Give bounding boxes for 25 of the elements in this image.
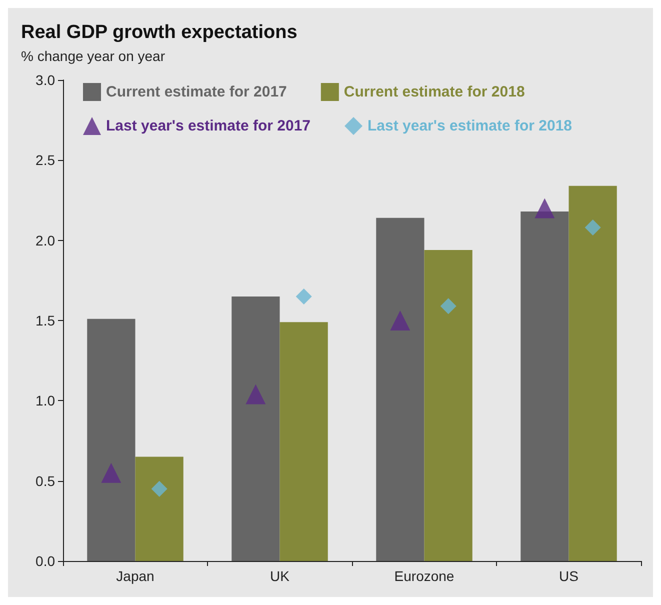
legend-label: Current estimate for 2018 bbox=[344, 84, 525, 100]
legend-label: Last year's estimate for 2018 bbox=[368, 118, 572, 134]
y-tick-label: 3.0 bbox=[36, 72, 56, 88]
chart-subtitle: % change year on year bbox=[21, 48, 166, 64]
y-tick-label: 2.0 bbox=[36, 232, 56, 248]
x-tick-label: US bbox=[559, 568, 578, 584]
bar bbox=[87, 318, 136, 561]
x-tick-label: Japan bbox=[116, 568, 154, 584]
legend-label: Last year's estimate for 2017 bbox=[106, 118, 311, 134]
y-tick-label: 0.5 bbox=[36, 472, 56, 489]
y-tick-label: 2.5 bbox=[36, 152, 56, 168]
legend-label: Current estimate for 2017 bbox=[106, 84, 287, 100]
bar bbox=[232, 296, 280, 561]
bar bbox=[280, 322, 328, 561]
bar bbox=[135, 456, 184, 561]
bar bbox=[568, 186, 617, 561]
y-tick-label: 1.0 bbox=[36, 392, 56, 409]
y-tick-label: 0.0 bbox=[36, 553, 56, 569]
x-tick-label: UK bbox=[270, 568, 290, 584]
bar bbox=[520, 211, 569, 561]
y-tick-label: 1.5 bbox=[36, 312, 56, 328]
bar bbox=[424, 250, 472, 561]
chart-title: Real GDP growth expectations bbox=[21, 22, 298, 43]
x-tick-label: Eurozone bbox=[394, 568, 454, 584]
bar bbox=[376, 218, 424, 561]
